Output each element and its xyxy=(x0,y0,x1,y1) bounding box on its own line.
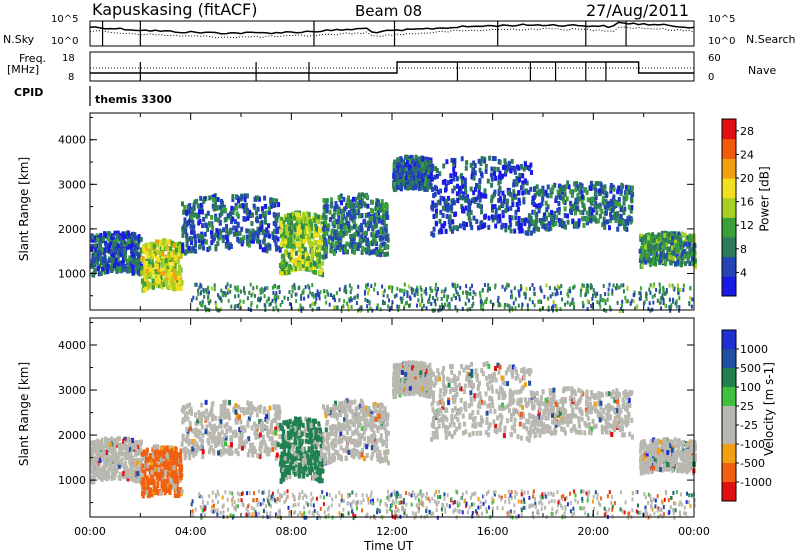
nsearch-line xyxy=(89,26,695,39)
power-cbar-cell-6 xyxy=(722,158,736,179)
nsky-strip-frame xyxy=(89,20,695,47)
beam-label: Beam 08 xyxy=(355,2,423,20)
power-ytick-label-0: 1000 xyxy=(58,267,86,280)
velocity-cbar-cell-3 xyxy=(722,387,736,407)
xtick-label-6: 00:00 xyxy=(678,525,710,538)
velocity-ytick-label-2: 3000 xyxy=(58,384,86,397)
velocity-cbar-frame xyxy=(721,329,737,502)
power-region-0 xyxy=(90,230,144,278)
velocity-region-1 xyxy=(140,444,184,499)
velocity-region-7 xyxy=(530,386,634,440)
power-region-8 xyxy=(638,230,697,269)
nsky-tick-top: 10^5 xyxy=(51,14,79,25)
power-cbar-cell-3 xyxy=(722,217,736,238)
power-cbar-label-5: 24 xyxy=(740,148,754,161)
velocity-cbar-cell-2 xyxy=(722,368,736,388)
xtick-label-0: 00:00 xyxy=(74,525,106,538)
power-cbar-label-2: 12 xyxy=(740,219,754,232)
velocity-cbar-cell-1 xyxy=(722,349,736,369)
freq-label-2: [MHz] xyxy=(7,63,40,76)
power-cbar-cell-5 xyxy=(722,178,736,199)
velocity-cbar-label-6: -500 xyxy=(740,457,765,470)
power-cbar-label-3: 16 xyxy=(740,196,754,209)
velocity-cbar-label-7: -1000 xyxy=(740,476,772,489)
xtick-label-1: 04:00 xyxy=(175,525,207,538)
power-cbar-cell-4 xyxy=(722,197,736,218)
velocity-cbar-cell-8 xyxy=(722,482,736,502)
nsky-tick-bottom: 10^0 xyxy=(51,36,79,47)
cpid-label: CPID xyxy=(14,86,44,99)
velocity-cbar-label-4: -25 xyxy=(740,419,758,432)
xtick-label-2: 08:00 xyxy=(275,525,307,538)
power-cbar-cell-8 xyxy=(722,119,736,140)
velocity-region-2 xyxy=(180,399,282,461)
velocity-region-0 xyxy=(90,436,143,485)
nave-tick-top: 60 xyxy=(708,53,721,64)
velocity-cbar-cell-6 xyxy=(722,444,736,464)
velocity-cbar-cell-4 xyxy=(722,406,736,426)
power-cbar-label-6: 28 xyxy=(740,125,754,138)
velocity-ytick-label-1: 2000 xyxy=(58,429,86,442)
velocity-region-5 xyxy=(392,360,433,400)
velocity-cbar-label-5: -100 xyxy=(740,438,765,451)
velocity-region-3 xyxy=(278,416,325,484)
velocity-cbar-label-1: 500 xyxy=(740,362,761,375)
power-region-2 xyxy=(180,193,282,256)
xtick-label-4: 16:00 xyxy=(477,525,509,538)
nsky-label: N.Sky xyxy=(3,33,35,46)
power-region-1 xyxy=(140,238,184,293)
velocity-cbar-label-0: 1000 xyxy=(740,343,768,356)
xtick-label-5: 20:00 xyxy=(577,525,609,538)
power-cbar-label-0: 4 xyxy=(740,266,747,279)
nsearch-label: N.Search xyxy=(746,33,796,46)
nsky-line xyxy=(89,21,695,35)
power-region-7 xyxy=(530,180,635,234)
power-cbar-cell-2 xyxy=(722,237,736,258)
velocity-cbar-label-2: 100 xyxy=(740,381,761,394)
velocity-cbar-label-3: 25 xyxy=(740,400,754,413)
power-cbar-frame xyxy=(721,118,737,297)
power-cbar-label-4: 20 xyxy=(740,172,754,185)
power-ytick-label-2: 3000 xyxy=(58,178,86,191)
freq-strip-frame xyxy=(89,51,695,82)
cpid-text: themis 3300 xyxy=(95,93,172,106)
velocity-ytick-label-3: 4000 xyxy=(58,339,86,352)
velocity-cbar-cell-0 xyxy=(722,330,736,350)
x-axis-label: Time UT xyxy=(364,539,414,553)
power-ytick-label-3: 4000 xyxy=(58,134,86,147)
freq-line xyxy=(90,61,694,74)
freq-tick-bottom: 8 xyxy=(68,72,75,83)
freq-label-1: Freq. xyxy=(19,52,47,65)
xtick-label-3: 12:00 xyxy=(376,525,408,538)
velocity-region-6 xyxy=(429,361,533,443)
power-ytick-label-1: 2000 xyxy=(58,223,86,236)
velocity-cbar-cell-7 xyxy=(722,463,736,483)
power-cbar-label-1: 8 xyxy=(740,243,747,256)
nsearch-tick-top: 10^5 xyxy=(708,14,736,25)
nsearch-tick-bottom: 10^0 xyxy=(708,36,736,47)
power-region-3 xyxy=(278,210,325,278)
velocity-region-8 xyxy=(639,437,697,476)
velocity-region-4 xyxy=(321,398,390,466)
freq-tick-top: 18 xyxy=(62,53,75,64)
power-region-6 xyxy=(429,155,533,238)
nave-tick-bottom: 0 xyxy=(708,72,715,83)
station-title: Kapuskasing (fitACF) xyxy=(92,0,258,19)
power-cbar-cell-7 xyxy=(722,138,736,159)
power-region-4 xyxy=(321,192,390,260)
date-label: 27/Aug/2011 xyxy=(586,1,690,20)
power-cbar-cell-0 xyxy=(722,276,736,297)
velocity-cbar-cell-5 xyxy=(722,425,736,445)
velocity-ytick-label-0: 1000 xyxy=(58,474,86,487)
velocity-region-9 xyxy=(190,489,696,521)
nave-label: Nave xyxy=(748,64,777,77)
power-cbar-cell-1 xyxy=(722,256,736,277)
power-region-5 xyxy=(392,154,433,193)
